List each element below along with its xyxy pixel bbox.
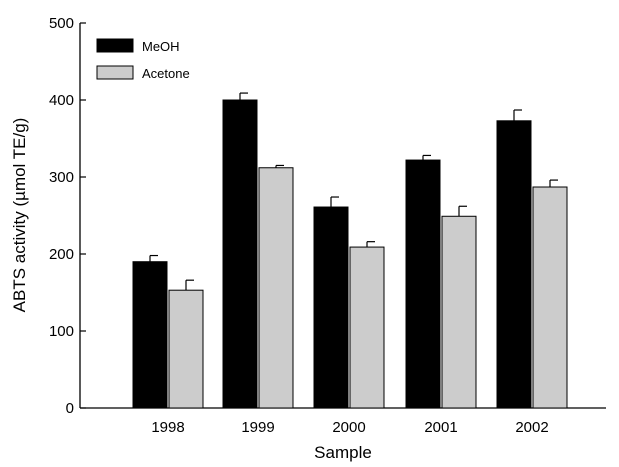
x-tick-label: 1998 <box>151 419 184 436</box>
legend-label-meoh: MeOH <box>142 39 180 54</box>
bar-meoh-2001 <box>405 159 441 409</box>
bar-acetone-1999 <box>258 167 294 409</box>
bar-acetone-2001 <box>441 215 477 409</box>
y-tick-label: 500 <box>49 15 74 32</box>
y-tick-label: 400 <box>49 92 74 109</box>
y-axis-ticks: 0 100 200 300 400 500 <box>49 15 86 417</box>
legend-label-acetone: Acetone <box>142 66 190 81</box>
bar-meoh-1998 <box>132 261 168 409</box>
bar-acetone-1998 <box>168 289 204 409</box>
bar-meoh-2002 <box>496 120 532 409</box>
bar-meoh-2000 <box>313 206 349 409</box>
x-axis-tick-labels: 1998 1999 2000 2001 2002 <box>151 419 548 436</box>
x-tick-label: 2001 <box>424 419 457 436</box>
bars <box>132 92 568 409</box>
y-tick-label: 100 <box>49 323 74 340</box>
x-tick-label: 1999 <box>241 419 274 436</box>
bar-acetone-2000 <box>349 246 385 409</box>
legend-swatch-meoh <box>96 38 134 53</box>
y-tick-label: 200 <box>49 246 74 263</box>
x-tick-label: 2000 <box>332 419 365 436</box>
y-tick-label: 300 <box>49 169 74 186</box>
legend-swatch-acetone <box>96 65 134 80</box>
x-tick-label: 2002 <box>515 419 548 436</box>
y-tick-label: 0 <box>66 400 74 417</box>
y-axis-title: ABTS activity (µmol TE/g) <box>10 118 29 313</box>
bar-meoh-1999 <box>222 99 258 409</box>
legend: MeOH Acetone <box>96 38 190 81</box>
x-axis-title: Sample <box>314 443 372 462</box>
bar-acetone-2002 <box>532 186 568 409</box>
